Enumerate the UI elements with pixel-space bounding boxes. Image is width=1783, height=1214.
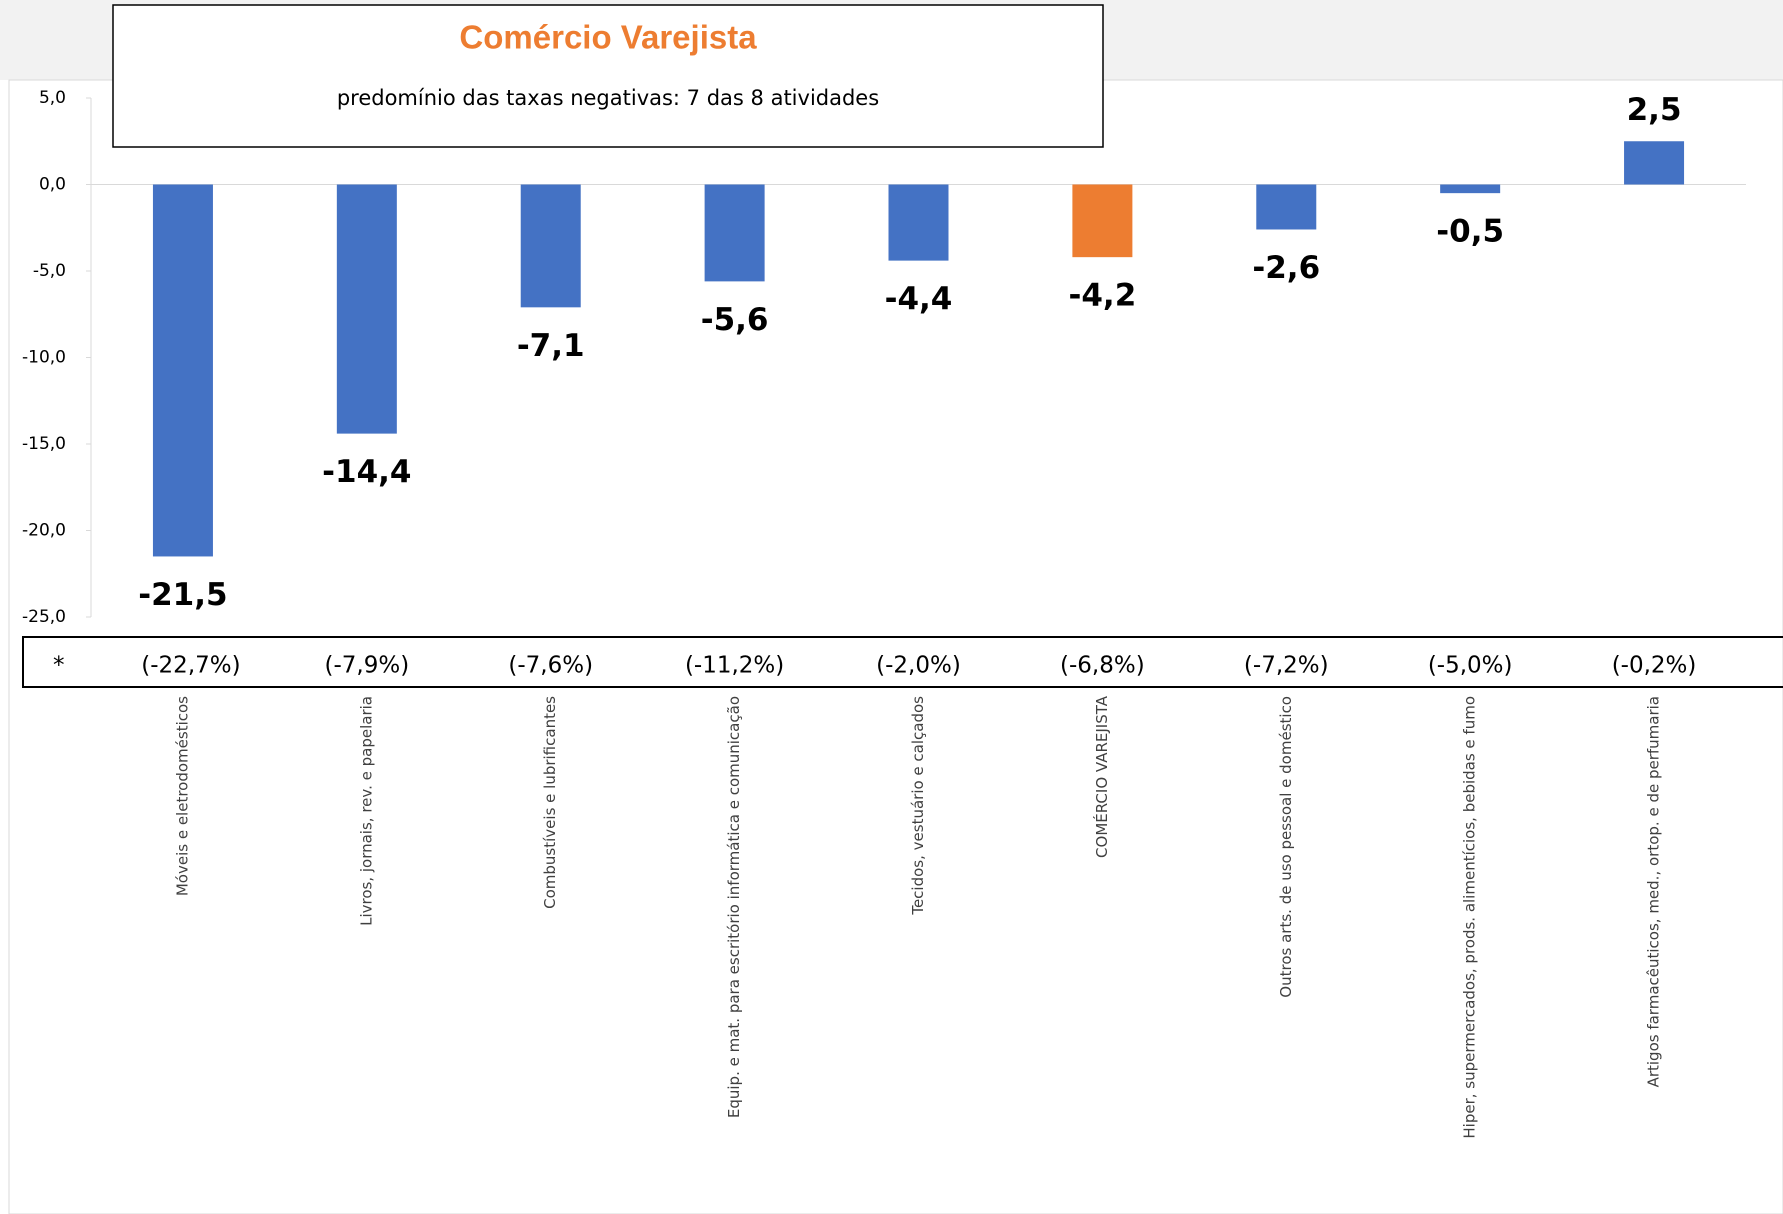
- data-label: -4,2: [1068, 278, 1136, 314]
- data-label: -4,4: [885, 281, 953, 317]
- bar: [1624, 141, 1685, 185]
- x-tick-label: Livros, jornais, rev. e papelaria: [357, 696, 375, 926]
- data-label: -5,6: [701, 302, 769, 338]
- annotation: (-7,2%): [1244, 653, 1329, 679]
- bar: [520, 184, 581, 308]
- chart-title: Comércio Varejista: [459, 19, 757, 56]
- bar: [888, 184, 949, 261]
- annotation: (-5,0%): [1428, 653, 1513, 679]
- x-tick-label: Hiper, supermercados, prods. alimentício…: [1461, 696, 1479, 1139]
- data-label: -21,5: [138, 577, 227, 613]
- chart-area: [8, 79, 1783, 1214]
- data-label: -2,6: [1252, 250, 1320, 286]
- y-tick-label: -10,0: [22, 348, 66, 368]
- data-label: 2,5: [1627, 92, 1682, 128]
- y-tick-label: -20,0: [22, 521, 66, 541]
- bar: [152, 184, 213, 557]
- x-tick-label: Artigos farmacêuticos, med., ortop. e de…: [1645, 696, 1663, 1087]
- annotation: (-0,2%): [1612, 653, 1697, 679]
- x-tick-label: Móveis e eletrodomésticos: [173, 696, 191, 896]
- data-label: -7,1: [517, 328, 585, 364]
- chart-subtitle: predomínio das taxas negativas: 7 das 8 …: [337, 86, 879, 110]
- y-tick-label: 5,0: [39, 88, 66, 108]
- annotation-box: [22, 636, 1783, 688]
- data-label: -0,5: [1436, 214, 1504, 250]
- x-tick-label: Equip. e mat. para escritório informátic…: [725, 696, 743, 1118]
- bar: [1072, 184, 1133, 258]
- x-tick-label: Outros arts. de uso pessoal e doméstico: [1277, 696, 1295, 998]
- annotation: (-7,6%): [508, 653, 593, 679]
- bar: [704, 184, 765, 282]
- title-box: [112, 4, 1104, 148]
- x-tick-label: Combustíveis e lubrificantes: [541, 696, 559, 909]
- data-label: -14,4: [322, 454, 411, 490]
- annotation: (-2,0%): [876, 653, 961, 679]
- x-tick-label: Tecidos, vestuário e calçados: [909, 696, 927, 916]
- x-tick-label: COMÉRCIO VAREJISTA: [1092, 695, 1111, 858]
- bar: [1440, 184, 1501, 194]
- annotation-marker: *: [53, 653, 65, 679]
- annotation: (-22,7%): [141, 653, 240, 679]
- y-tick-label: -25,0: [22, 607, 66, 627]
- y-tick-label: 0,0: [39, 175, 66, 195]
- annotation: (-6,8%): [1060, 653, 1145, 679]
- bar: [1256, 184, 1317, 230]
- bar: [336, 184, 397, 434]
- y-tick-label: -5,0: [33, 261, 66, 281]
- y-tick-label: -15,0: [22, 434, 66, 454]
- annotation: (-11,2%): [685, 653, 784, 679]
- annotation: (-7,9%): [324, 653, 409, 679]
